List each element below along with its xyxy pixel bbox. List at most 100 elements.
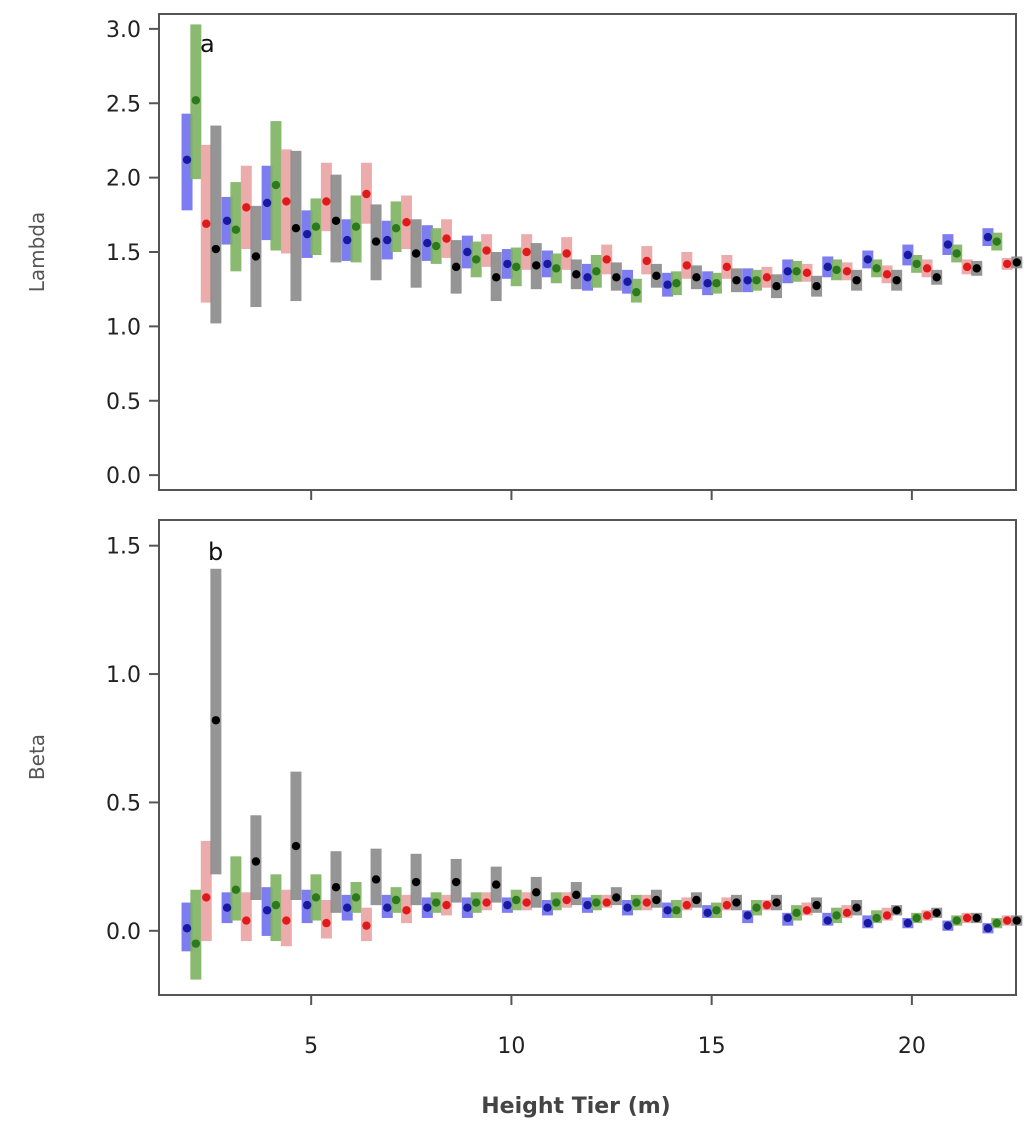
panel-a-y-tick-label: 3.0 — [106, 18, 141, 43]
panel-a-green-point — [672, 279, 681, 288]
panel-a-red-point — [802, 268, 812, 278]
panel-b-black-point — [572, 890, 581, 900]
panel-b-y-tick-label: 0.0 — [106, 920, 141, 945]
panel-b-red-point — [322, 918, 331, 928]
panel-b-blue-point — [823, 916, 832, 925]
panel-b-green-point — [471, 898, 481, 907]
panel-b-black-point — [732, 898, 741, 907]
panel-b-black-point — [652, 895, 661, 905]
panel-a-blue-point — [262, 198, 272, 208]
panel-a-blue-point — [583, 273, 592, 282]
panel-a-y-axis: 0.0 0.5 1.0 1.5 2.0 2.5 3.0 — [106, 18, 159, 489]
panel-a-black-point — [251, 252, 261, 261]
panel-b-green-point — [712, 906, 721, 915]
panel-b-blue-point — [863, 918, 873, 928]
panel-b-red-point — [402, 906, 411, 915]
panel-a-green-point — [792, 267, 801, 276]
panel-a-blue-point — [383, 235, 392, 245]
panel-b-red-point — [642, 898, 651, 907]
panel-a-black-point — [972, 264, 981, 273]
panel-a-red-point — [242, 203, 251, 212]
panel-b-green-point — [952, 916, 961, 925]
panel-a-red-point — [962, 262, 972, 272]
panel-a-red-point — [202, 219, 211, 228]
panel-b-red-point — [802, 906, 812, 915]
panel-b-red-point — [602, 898, 611, 907]
panel-b-blue-point — [903, 918, 913, 928]
x-tick-label: 10 — [497, 1034, 525, 1059]
panel-b-black-point — [932, 908, 941, 918]
panel-a-black-point — [652, 271, 661, 280]
panel-a-red-point — [882, 270, 892, 279]
panel-b-green-point — [832, 911, 841, 920]
panel-b-red-point — [562, 895, 571, 905]
panel-b-green-point — [792, 908, 801, 918]
x-axis-label: Height Tier (m) — [481, 1094, 670, 1119]
panel-a-red-point — [682, 261, 692, 270]
panel-b-green-point — [552, 898, 561, 907]
panel-a-y-tick-label: 0.0 — [106, 464, 141, 489]
panel-b-blue-point — [503, 900, 512, 910]
panel-a-green-point — [271, 180, 281, 190]
panel-a-blue-point — [182, 155, 192, 164]
panel-b-red-point — [362, 921, 371, 930]
panel-a-blue-point — [703, 279, 712, 288]
panel-a-black-interval-bar — [210, 125, 222, 324]
panel-a-blue-point — [823, 262, 832, 272]
panel-b-green-point — [632, 898, 641, 907]
panel-a-green-point — [191, 96, 201, 105]
panel-b-black-point — [892, 906, 901, 915]
panel-a-y-tick-label: 2.0 — [106, 167, 141, 192]
panel-a-black-point — [812, 282, 821, 291]
panel-a-green-point — [471, 255, 481, 264]
panel-a-blue-point — [943, 240, 953, 249]
panel-a-blue-point — [343, 235, 352, 245]
panel-b-black-point — [451, 877, 461, 887]
panel-a-red-point — [282, 197, 291, 206]
panel-a-y-tick-label: 1.5 — [106, 241, 141, 266]
panel-b-blue-point — [743, 911, 752, 920]
panel-a-y-tick-label: 0.5 — [106, 390, 141, 415]
panel-b-blue-point — [783, 913, 792, 923]
x-tick-labels: 5 10 15 20 — [304, 1034, 926, 1059]
panel-a-red-point — [1002, 259, 1012, 269]
panel-b-y-axis: 0.0 0.5 1.0 1.5 — [106, 535, 159, 945]
panel-b-black-point — [291, 841, 301, 851]
panel-b-black-point — [251, 857, 261, 866]
panel-a-red-point — [842, 267, 852, 276]
panel-b-green-point — [592, 898, 601, 907]
panel-b-black-point — [812, 900, 821, 910]
panel-b-red-point — [442, 900, 451, 910]
panel-b-x-axis — [310, 995, 913, 1005]
panel-a-red-point — [642, 256, 651, 266]
panel-a-red-point — [362, 189, 371, 199]
panel-a-red-interval-bar — [320, 162, 332, 232]
panel-b-red-interval-bar — [200, 840, 212, 942]
panel-a-black-point — [411, 249, 421, 258]
panel-b-blue-point — [943, 921, 953, 930]
panel-a-red-point — [522, 247, 531, 257]
panel-b-blue-point — [343, 903, 352, 912]
panel-b-red-point — [962, 913, 972, 923]
panel-a-y-tick-label: 1.0 — [106, 315, 141, 340]
panel-b-green-point — [231, 885, 241, 894]
x-tick-label: 5 — [304, 1034, 318, 1059]
panel-b-black-point — [772, 898, 781, 907]
panel-a-green-point — [391, 224, 401, 233]
panel-b-blue-point — [262, 906, 272, 915]
panel-b-blue-point — [623, 903, 632, 912]
x-tick-label: 20 — [898, 1034, 926, 1059]
panel-a-red-point — [762, 273, 772, 282]
panel-b-blue-point — [663, 906, 672, 915]
panel-a-red-point — [922, 264, 932, 273]
panel-b-blue-point — [182, 924, 192, 933]
panel-b-black-point — [852, 903, 861, 912]
panel-b-green-interval-bar — [190, 889, 202, 980]
panel-b-blue-point — [703, 908, 712, 918]
panel-a-green-point — [592, 267, 601, 276]
panel-a-black-point — [371, 237, 381, 246]
panel-b-blue-point — [222, 903, 232, 912]
panel-a-black-point — [291, 224, 301, 233]
panel-a-green-point — [552, 264, 561, 273]
panel-b-red-point — [722, 900, 732, 910]
